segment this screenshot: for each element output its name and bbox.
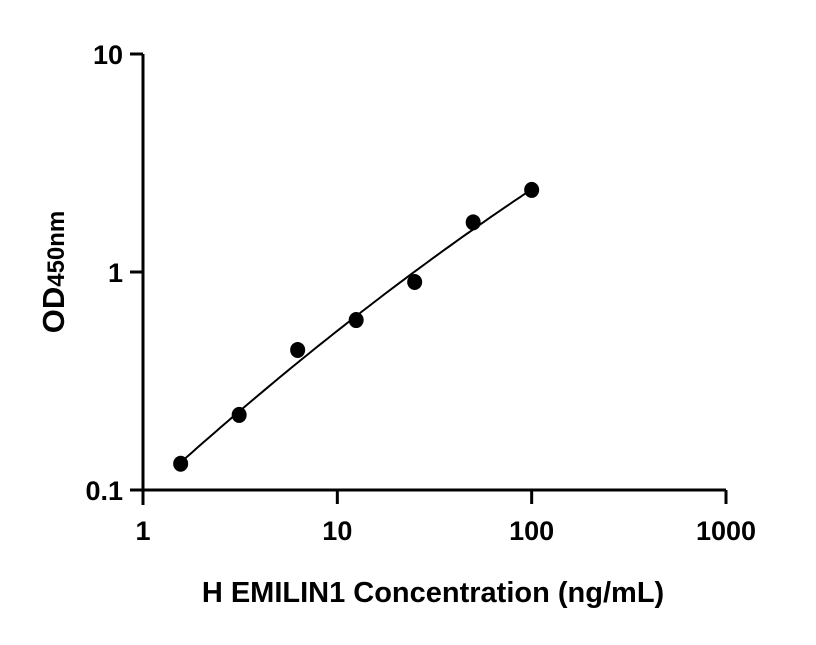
axes (130, 52, 728, 505)
y-tick-label: 10 (93, 40, 123, 70)
x-axis-label: H EMILIN1 Concentration (ng/mL) (202, 577, 664, 609)
y-tick-label: 1 (108, 258, 123, 288)
y-axis-label-sub: 450nm (43, 211, 70, 287)
data-point (231, 406, 247, 423)
x-tick-label: 1000 (696, 516, 756, 546)
x-tick-label: 100 (509, 516, 554, 546)
data-point (348, 312, 364, 329)
data-point (407, 273, 423, 290)
y-axis-label-main: OD (36, 287, 71, 334)
data-point (465, 214, 481, 231)
x-tick-label: 1 (135, 516, 150, 546)
x-tick-label: 10 (322, 516, 352, 546)
data-point (173, 455, 189, 472)
y-axis-label: OD450nm (36, 211, 71, 334)
data-points (173, 181, 540, 472)
data-point (524, 181, 540, 198)
data-point (290, 341, 306, 358)
y-tick-label: 0.1 (85, 476, 123, 506)
tick-labels: 0.1 1 10 1 10 100 1000 (85, 40, 756, 546)
